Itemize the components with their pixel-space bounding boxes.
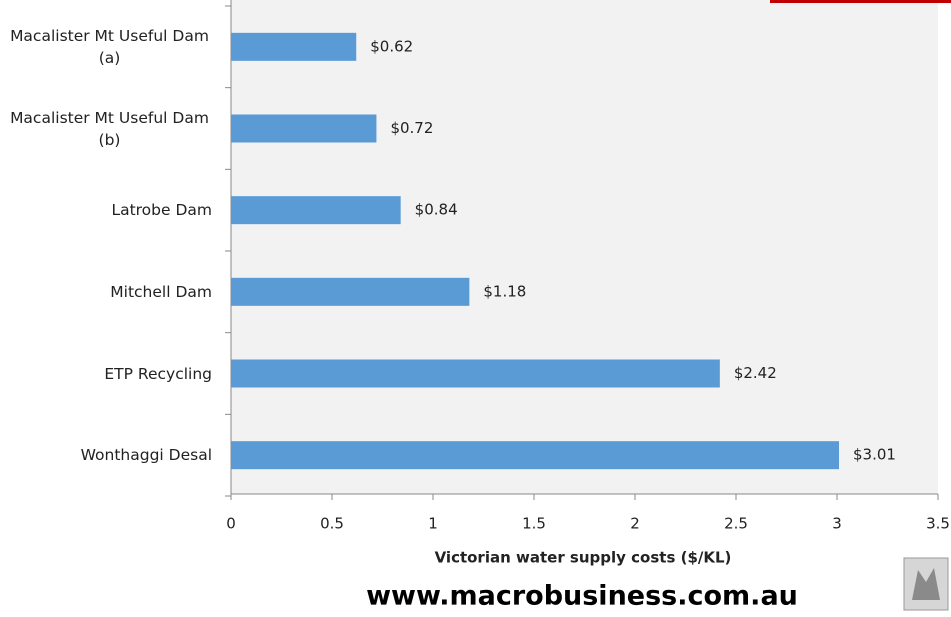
x-tick-label: 2.5: [724, 515, 748, 533]
y-tick-label: ETP Recycling: [104, 364, 212, 383]
plot-area: [231, 0, 938, 494]
y-tick-label: Latrobe Dam: [111, 201, 212, 220]
bar: [231, 114, 377, 143]
category-label-box: Mitchell Dam: [0, 262, 212, 322]
top-accent: [770, 0, 951, 3]
bar: [231, 277, 470, 306]
logo-shape: [912, 568, 940, 600]
value-label: $0.72: [390, 119, 433, 137]
x-tick-label: 1: [428, 515, 438, 533]
category-label-box: Latrobe Dam: [0, 180, 212, 240]
y-tick-label: Macalister Mt Useful Dam (a): [10, 26, 209, 67]
y-tick-label: Macalister Mt Useful Dam (b): [10, 108, 209, 149]
x-tick-label: 2: [630, 515, 640, 533]
bar: [231, 32, 357, 61]
category-label-box: Macalister Mt Useful Dam (a): [0, 17, 212, 77]
bar: [231, 441, 840, 470]
value-label: $0.62: [370, 37, 413, 55]
x-tick-label: 0: [226, 515, 236, 533]
x-tick-label: 0.5: [320, 515, 344, 533]
x-tick-label: 3: [832, 515, 842, 533]
source: www.macrobusiness.com.au: [366, 581, 798, 612]
x-tick-label: 3.5: [926, 515, 950, 533]
category-label-box: Wonthaggi Desal: [0, 425, 212, 485]
value-label: $2.42: [734, 364, 777, 382]
bar: [231, 196, 401, 225]
value-label: $1.18: [483, 282, 526, 300]
bar: [231, 359, 720, 388]
category-label-box: ETP Recycling: [0, 344, 212, 404]
x-axis-label: Victorian water supply costs ($/KL): [435, 549, 732, 567]
y-tick-label: Mitchell Dam: [110, 282, 212, 301]
value-label: $3.01: [853, 446, 896, 464]
value-label: $0.84: [415, 201, 458, 219]
category-label-box: Macalister Mt Useful Dam (b): [0, 99, 212, 159]
y-tick-label: Wonthaggi Desal: [80, 446, 212, 465]
x-tick-label: 1.5: [522, 515, 546, 533]
